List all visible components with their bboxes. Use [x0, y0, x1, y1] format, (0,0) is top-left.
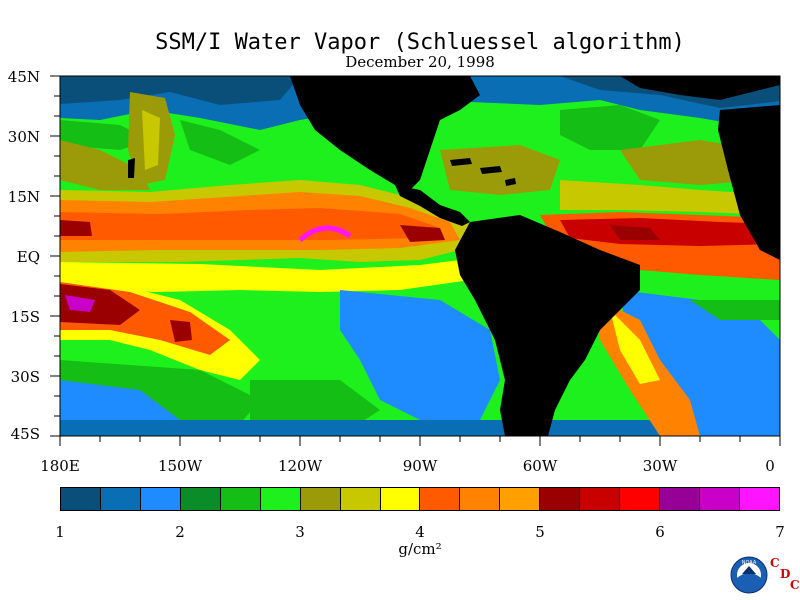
chart-title: SSM/I Water Vapor (Schluessel algorithm)	[155, 30, 685, 55]
map-field	[60, 76, 780, 436]
cdc-letter-c1: C	[770, 556, 780, 570]
lon-label-60w: 60W	[522, 457, 558, 475]
colorbar-tick-3: 3	[295, 523, 305, 541]
colorbar-swatch	[700, 488, 740, 510]
colorbar-tick-7: 7	[775, 523, 785, 541]
lon-label-90w: 90W	[402, 457, 438, 475]
land-hawaii	[128, 158, 135, 178]
noaa-logo: NOAA	[730, 556, 768, 594]
colorbar-swatch	[140, 488, 181, 510]
colorbar-swatch	[739, 488, 779, 510]
lon-label-150w: 150W	[157, 457, 203, 475]
land-south-america	[455, 215, 640, 436]
colorbar-tick-4: 4	[415, 523, 425, 541]
colorbar-swatch	[340, 488, 381, 510]
colorbar-swatch	[300, 488, 341, 510]
colorbar-swatch	[540, 488, 581, 510]
land-north-america	[290, 76, 480, 190]
colorbar-tick-1: 1	[55, 523, 65, 541]
chart-date: December 20, 1998	[345, 53, 495, 71]
colorbar-swatch	[61, 488, 101, 510]
lon-label-0: 0	[765, 457, 775, 475]
colorbar-swatch	[420, 488, 461, 510]
longitude-ticks	[59, 436, 781, 446]
colorbar-swatch	[660, 488, 700, 510]
colorbar-tick-2: 2	[175, 523, 185, 541]
colorbar-swatch	[180, 488, 221, 510]
land-africa	[718, 105, 780, 260]
latitude-ticks	[50, 75, 60, 437]
land-greenland	[620, 76, 780, 100]
dry-region-south-pacific	[340, 290, 500, 420]
lat-label-15n: 15N	[7, 188, 40, 206]
lon-label-30w: 30W	[642, 457, 678, 475]
colorbar-swatch	[620, 488, 661, 510]
cdc-logo: C D C	[770, 557, 800, 593]
colorbar-tick-6: 6	[655, 523, 665, 541]
svg-text:NOAA: NOAA	[742, 560, 757, 566]
colorbar-units: g/cm²	[398, 540, 442, 558]
colorbar-swatch	[100, 488, 141, 510]
lat-label-30s: 30S	[10, 368, 40, 386]
land-central-america	[395, 185, 470, 226]
lat-label-45n: 45N	[7, 68, 40, 86]
colorbar-swatch	[500, 488, 541, 510]
colorbar-swatch	[460, 488, 501, 510]
colorbar-swatch	[220, 488, 261, 510]
cdc-letter-c2: C	[790, 578, 800, 592]
colorbar-tick-5: 5	[535, 523, 545, 541]
water-vapor-map	[50, 75, 781, 446]
lat-label-eq: EQ	[16, 248, 40, 266]
rain-feature-arc	[298, 225, 352, 242]
lat-label-15s: 15S	[10, 308, 40, 326]
colorbar-swatch	[580, 488, 621, 510]
lat-label-30n: 30N	[7, 128, 40, 146]
colorbar	[60, 487, 780, 511]
lon-label-180e: 180E	[40, 457, 80, 475]
land-caribbean-islands	[450, 158, 516, 186]
lon-label-120w: 120W	[277, 457, 323, 475]
colorbar-swatch	[260, 488, 301, 510]
cdc-letter-d: D	[780, 567, 791, 581]
colorbar-swatch	[380, 488, 421, 510]
lat-label-45s: 45S	[10, 425, 40, 443]
